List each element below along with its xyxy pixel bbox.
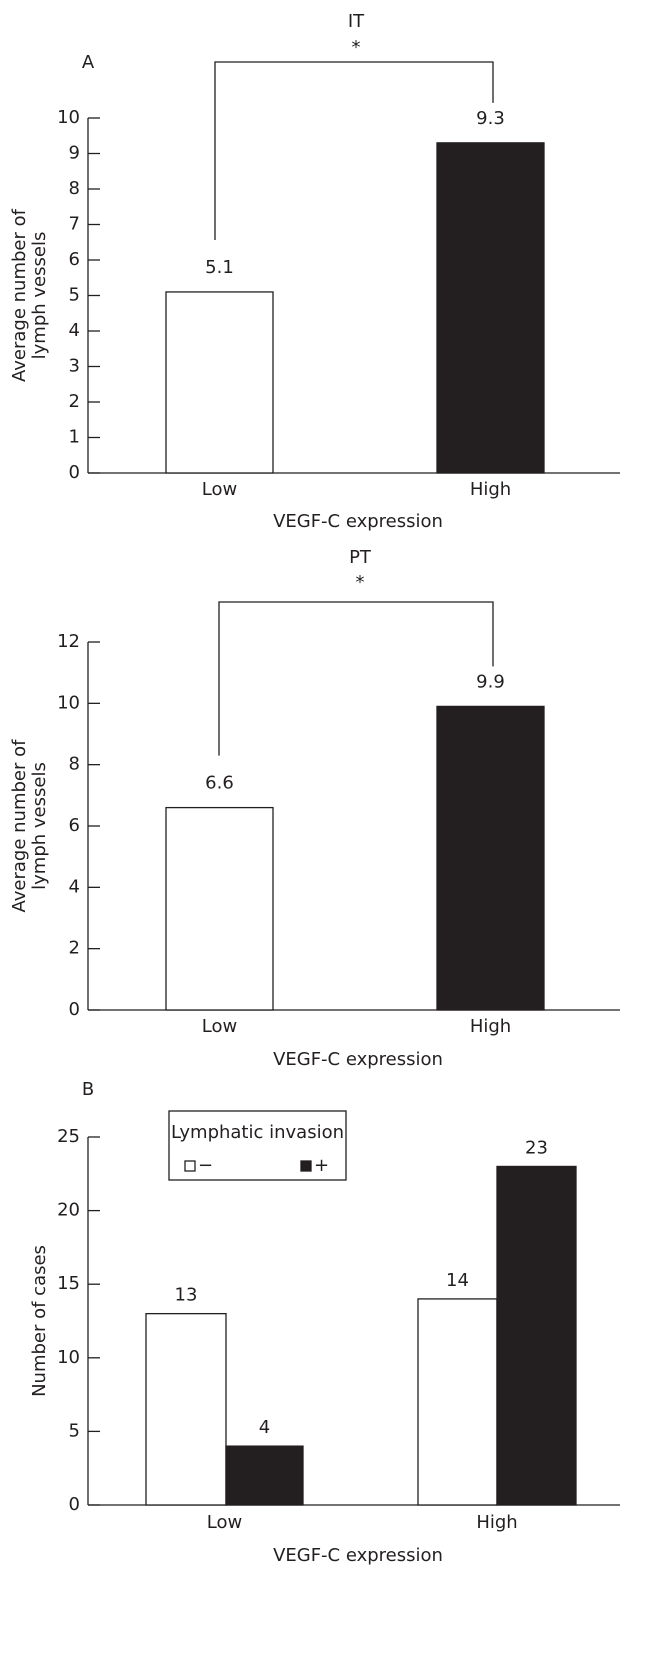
x-tick-label: Low (202, 1016, 237, 1037)
value-label: 6.6 (205, 773, 234, 794)
value-label: 14 (446, 1270, 469, 1291)
bar (225, 1445, 304, 1506)
y-tick-label: 12 (57, 631, 80, 652)
value-label: 4 (259, 1417, 270, 1438)
y-tick-label: 15 (57, 1273, 80, 1294)
y-axis-label: lymph vessels (29, 762, 50, 890)
x-axis-label: VEGF-C expression (273, 1545, 443, 1566)
chart-title: PT (349, 547, 372, 568)
y-tick-label: 6 (69, 249, 80, 270)
y-tick-label: 8 (69, 178, 80, 199)
x-axis-label: VEGF-C expression (273, 1049, 443, 1070)
y-tick-label: 9 (69, 143, 80, 164)
y-tick-label: 0 (69, 1494, 80, 1515)
y-tick-label: 20 (57, 1200, 80, 1221)
bar (145, 1312, 227, 1506)
significance: * (352, 37, 361, 58)
y-axis-label: Average number of (9, 739, 30, 913)
y-tick-label: 0 (69, 462, 80, 483)
x-axis-label: VEGF-C expression (273, 511, 443, 532)
legend-label: − (198, 1155, 213, 1176)
value-label: 13 (175, 1285, 198, 1306)
panel-label: A (82, 52, 95, 73)
y-tick-label: 7 (69, 214, 80, 235)
y-tick-label: 5 (69, 1420, 80, 1441)
significance-bracket (218, 601, 494, 756)
value-label: 5.1 (205, 257, 234, 278)
bar (496, 1165, 577, 1506)
y-axis-label: Average number of (9, 208, 30, 382)
y-tick-label: 8 (69, 754, 80, 775)
y-tick-label: 3 (69, 356, 80, 377)
x-tick-label: High (470, 479, 511, 500)
legend-title: Lymphatic invasion (171, 1122, 344, 1143)
x-tick-label: High (470, 1016, 511, 1037)
legend-box (168, 1110, 347, 1181)
x-tick-label: Low (207, 1512, 242, 1533)
y-tick-label: 10 (57, 107, 80, 128)
y-tick-label: 2 (69, 938, 80, 959)
y-tick-label: 4 (69, 320, 80, 341)
y-tick-label: 10 (57, 1347, 80, 1368)
y-tick-label: 10 (57, 692, 80, 713)
significance-bracket (214, 61, 494, 240)
y-tick-label: 2 (69, 391, 80, 412)
bar (165, 806, 274, 1011)
panel-label: B (82, 1079, 94, 1100)
bar (165, 291, 274, 474)
y-axis-label: lymph vessels (29, 232, 50, 360)
chart-title: IT (348, 11, 365, 32)
legend-label: + (314, 1155, 329, 1176)
significance: * (356, 572, 365, 593)
y-tick-label: 25 (57, 1126, 80, 1147)
value-label: 9.3 (476, 108, 505, 129)
legend-swatch (300, 1160, 312, 1172)
y-tick-label: 5 (69, 285, 80, 306)
y-tick-label: 1 (69, 427, 80, 448)
x-tick-label: High (476, 1512, 517, 1533)
value-label: 23 (525, 1137, 548, 1158)
y-tick-label: 6 (69, 815, 80, 836)
value-label: 9.9 (476, 671, 505, 692)
y-tick-label: 4 (69, 876, 80, 897)
y-axis-label: Number of cases (29, 1245, 50, 1397)
x-tick-label: Low (202, 479, 237, 500)
bar (436, 705, 545, 1011)
bar (436, 142, 545, 474)
y-tick-label: 0 (69, 999, 80, 1020)
bar (417, 1298, 498, 1506)
legend-swatch (184, 1160, 196, 1172)
